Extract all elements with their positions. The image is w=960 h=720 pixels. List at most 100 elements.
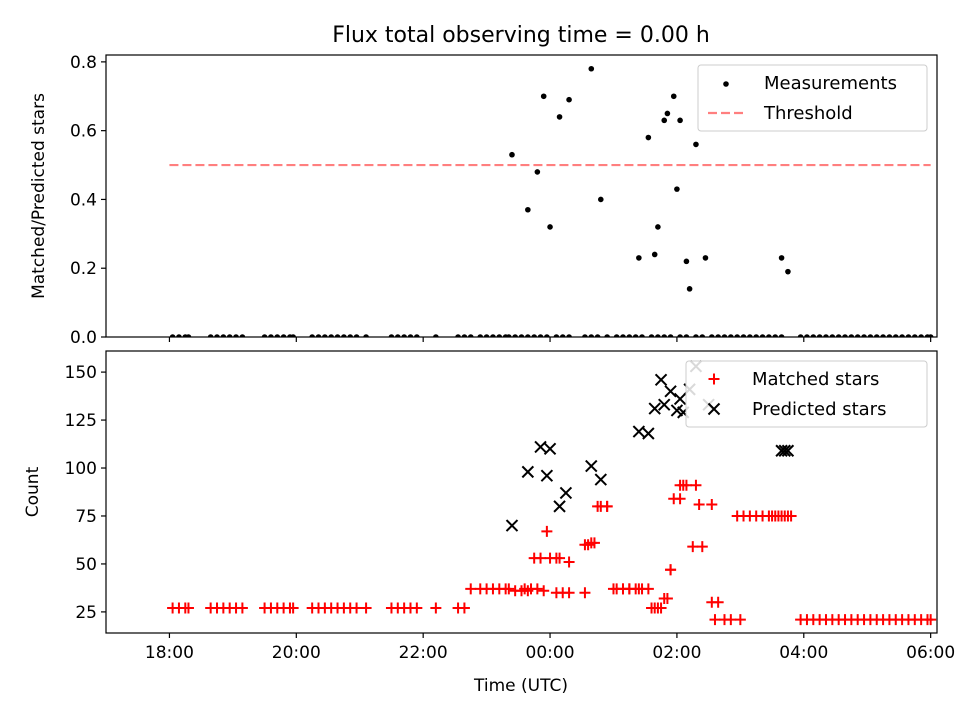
- measurements-point: [699, 334, 706, 337]
- matched-stars-marker: [538, 585, 550, 597]
- matched-stars-marker: [287, 602, 299, 614]
- measurements-point: [239, 334, 246, 337]
- matched-stars-marker: [655, 602, 667, 614]
- axes-frame-top: [105, 54, 938, 338]
- matched-stars-marker: [693, 498, 705, 510]
- y-tick-label-bottom: 75: [75, 507, 97, 527]
- measurements-point: [594, 334, 601, 337]
- measurements-point: [169, 334, 176, 337]
- measurements-point: [461, 334, 468, 337]
- measurements-point: [702, 255, 709, 261]
- measurements-point: [534, 169, 541, 175]
- measurements-point: [683, 334, 690, 337]
- measurements-point: [674, 186, 680, 192]
- measurements-point: [226, 334, 233, 337]
- legend-label-threshold: Threshold: [763, 103, 853, 124]
- measurements-point: [867, 334, 874, 337]
- measurements-point: [829, 334, 836, 337]
- legend-bottom: Matched stars Predicted stars: [685, 360, 928, 428]
- matched-stars-marker: [588, 537, 600, 549]
- measurements-point: [905, 334, 912, 337]
- y-tick-label-bottom: 100: [65, 459, 97, 479]
- measurements-point: [506, 334, 512, 337]
- measurements-point: [401, 334, 407, 337]
- measurements-point: [467, 334, 474, 337]
- measurements-point: [547, 224, 553, 230]
- measurements-point: [334, 334, 341, 337]
- plot-area-bottom: [167, 360, 937, 626]
- measurements-point: [309, 334, 315, 337]
- matched-stars-marker: [563, 587, 575, 599]
- measurements-point: [280, 334, 287, 337]
- predicted-stars-marker: [521, 465, 535, 479]
- predicted-stars-marker: [559, 486, 573, 500]
- measurements-point: [588, 334, 595, 337]
- measurements-point: [677, 334, 683, 337]
- measurements-point: [604, 334, 610, 337]
- matched-stars-marker: [351, 602, 363, 614]
- matched-stars-marker: [579, 587, 591, 599]
- matched-stars-marker: [725, 614, 737, 626]
- y-tick-label-top: 0.4: [70, 190, 97, 210]
- measurements-point: [661, 117, 668, 124]
- measurements-point: [388, 334, 395, 337]
- predicted-stars-marker: [585, 459, 598, 473]
- matched-stars-marker: [554, 552, 566, 564]
- measurements-point: [797, 334, 804, 337]
- measurements-point: [347, 334, 354, 337]
- predicted-stars-marker: [648, 402, 661, 415]
- measurements-point: [176, 334, 182, 337]
- matched-stars-marker: [633, 583, 645, 595]
- measurements-point: [886, 334, 893, 337]
- measurements-point: [268, 334, 274, 337]
- measurements-point: [778, 255, 785, 261]
- measurements-point: [496, 334, 503, 337]
- matched-stars-marker: [706, 596, 718, 608]
- measurements-point: [670, 93, 677, 100]
- matched-stars-marker: [182, 602, 194, 614]
- measurements-point: [433, 334, 439, 337]
- measurements-point: [363, 334, 369, 337]
- measurements-point: [892, 334, 899, 337]
- matched-stars-marker: [734, 614, 746, 626]
- measurements-point: [645, 134, 652, 141]
- matched-stars-marker: [690, 479, 702, 491]
- measurements-point: [753, 334, 760, 337]
- predicted-stars-marker: [654, 373, 668, 386]
- measurements-point: [648, 334, 655, 337]
- matched-stars-marker: [668, 493, 680, 505]
- measurements-point: [759, 334, 766, 337]
- x-axis-label: Time (UTC): [473, 676, 568, 696]
- legend-label-measurements: Measurements: [764, 73, 897, 94]
- predicted-stars-marker: [553, 500, 566, 513]
- measurements-point: [804, 334, 810, 337]
- measurements-point: [214, 334, 220, 337]
- measurements-point: [518, 334, 525, 337]
- measurements-point: [816, 334, 823, 337]
- y-tick-label-top: 0.0: [70, 328, 97, 348]
- measurements-point: [274, 334, 281, 337]
- chart-title: Flux total observing time = 0.00 h: [332, 23, 710, 48]
- measurements-point: [525, 334, 531, 337]
- predicted-stars-marker: [540, 469, 554, 482]
- measurements-point: [207, 334, 214, 337]
- measurements-point: [455, 334, 461, 337]
- x-tick-label: 06:00: [906, 643, 955, 663]
- y-tick-label-top: 0.2: [70, 259, 97, 279]
- y-tick-label-bottom: 150: [65, 363, 97, 383]
- matched-stars-marker: [458, 602, 470, 614]
- measurements-point: [911, 334, 918, 337]
- y-tick-label-bottom: 125: [65, 411, 97, 431]
- measurements-point: [778, 334, 785, 337]
- matched-stars-marker: [696, 541, 708, 553]
- y-tick-label-bottom: 50: [75, 555, 97, 575]
- measurements-point: [636, 255, 642, 261]
- axes-frame-bottom: [105, 350, 938, 634]
- matched-stars-marker: [785, 510, 797, 522]
- measurements-point: [734, 334, 740, 337]
- measurements-point: [559, 334, 566, 337]
- measurements-point: [709, 334, 715, 337]
- measurements-point: [664, 110, 671, 117]
- measurements-point: [651, 251, 658, 258]
